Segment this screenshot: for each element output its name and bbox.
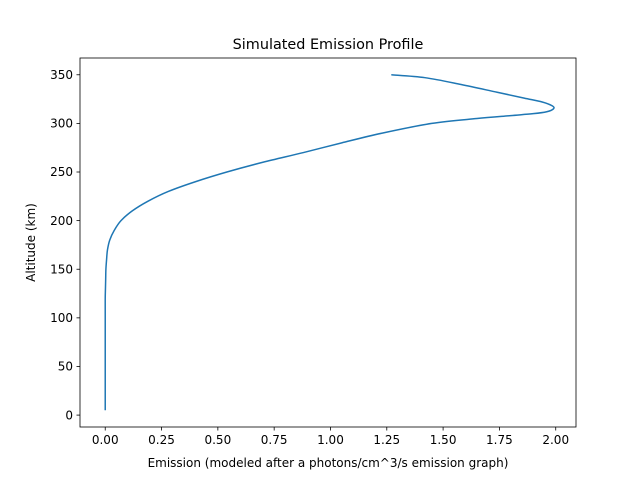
- x-tick-label: 0.75: [261, 433, 288, 447]
- y-tick-label: 150: [50, 262, 73, 276]
- axes-frame: [79, 57, 577, 428]
- x-tick-label: 2.00: [542, 433, 569, 447]
- y-tick-label: 50: [58, 360, 73, 374]
- y-tick-label: 200: [50, 214, 73, 228]
- x-tick-label: 0.50: [204, 433, 231, 447]
- emission-curve: [104, 74, 555, 411]
- x-tick-label: 1.75: [486, 433, 513, 447]
- x-tick-label: 1.00: [317, 433, 344, 447]
- y-axis-label: Altitude (km): [24, 203, 38, 282]
- y-tick-label: 250: [50, 165, 73, 179]
- y-tick-label: 300: [50, 117, 73, 131]
- x-tick-label: 1.25: [373, 433, 400, 447]
- x-tick-label: 0.25: [148, 433, 175, 447]
- y-tick-label: 100: [50, 311, 73, 325]
- chart-title: Simulated Emission Profile: [233, 37, 424, 53]
- x-tick-label: 1.50: [430, 433, 457, 447]
- x-axis-label: Emission (modeled after a photons/cm^3/s…: [148, 456, 509, 470]
- y-tick-label: 0: [65, 408, 73, 422]
- x-axis-ticks: 0.00 0.25 0.50 0.75 1.00 1.25 1.50 1.75 2.00: [92, 427, 569, 447]
- y-tick-label: 350: [50, 68, 73, 82]
- x-tick-label: 0.00: [92, 433, 119, 447]
- y-axis-ticks: 0 50 100 150 200 250 300 350: [50, 68, 80, 422]
